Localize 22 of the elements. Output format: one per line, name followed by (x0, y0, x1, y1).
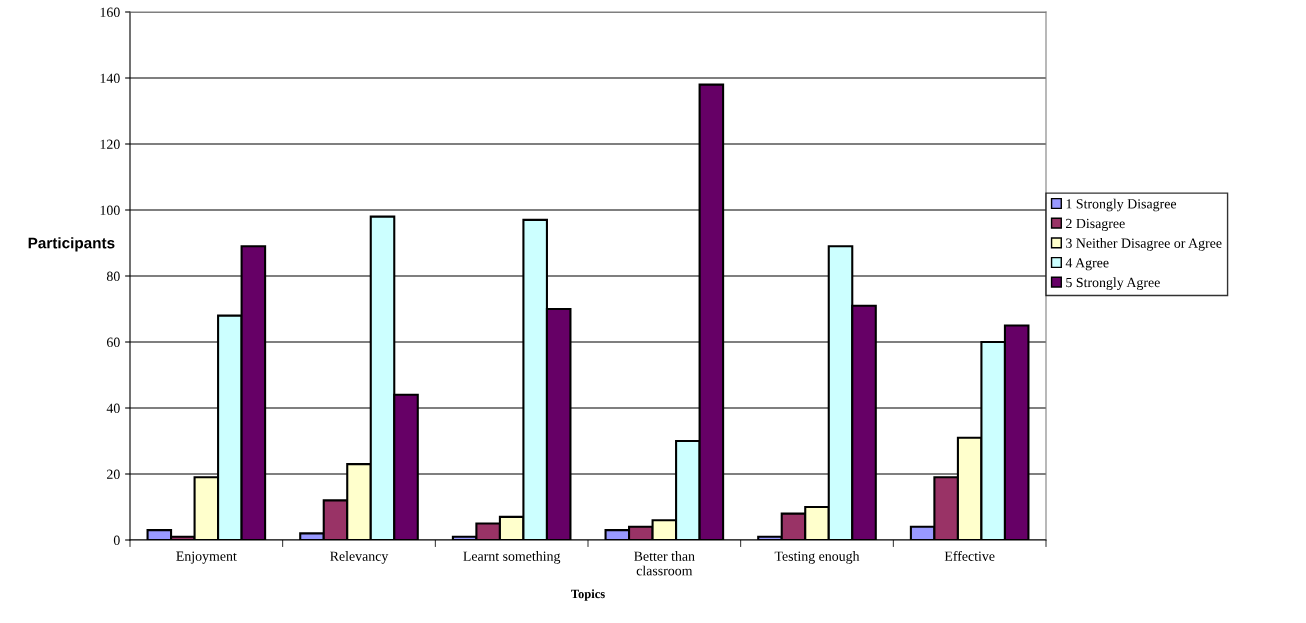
x-tick-label: Testing enough (774, 551, 860, 564)
legend-label: 3 Neither Disagree or Agree (1066, 238, 1222, 251)
y-axis-title: Participants (28, 237, 115, 252)
y-tick-label: 100 (100, 205, 120, 215)
x-axis-title: Topics (571, 589, 605, 601)
x-tick-label: Better than classroom (634, 551, 695, 576)
legend-label: 1 Strongly Disagree (1066, 198, 1177, 212)
y-tick-label: 80 (106, 271, 120, 281)
y-tick-label: 140 (100, 73, 120, 83)
x-tick-label: Effective (944, 550, 995, 561)
legend-label: 4 Agree (1065, 258, 1109, 271)
y-tick-label: 120 (100, 139, 120, 149)
y-tick-label: 0 (113, 535, 120, 545)
x-tick-label: Enjoyment (176, 551, 237, 564)
y-tick-label: 20 (107, 469, 120, 479)
y-tick-label: 40 (106, 403, 120, 413)
legend-label: 5 Strongly Agree (1066, 277, 1160, 291)
y-tick-label: 60 (106, 337, 120, 347)
x-tick-label: Relevancy (330, 551, 389, 564)
y-tick-label: 160 (100, 7, 120, 17)
x-tick-label: Learnt something (463, 551, 561, 564)
legend-label: 2 Disagree (1066, 218, 1125, 232)
